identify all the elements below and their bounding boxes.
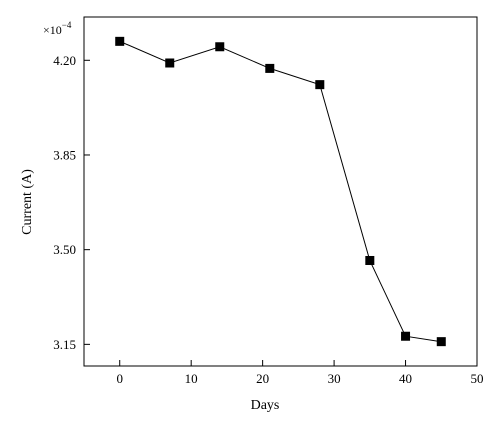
y-tick-label: 3.15: [53, 337, 76, 352]
tick-layer: 0 10 20 30 40 50 3.15 3.50 3.85 4.20: [53, 53, 483, 386]
x-tick-label: 40: [399, 371, 412, 386]
y-tick-label: 3.85: [53, 147, 76, 162]
x-tick-label: 10: [185, 371, 198, 386]
plot-frame: [83, 16, 478, 367]
y-tick-label: 3.50: [53, 242, 76, 257]
y-tick-label: 4.20: [53, 53, 76, 68]
data-point: [436, 337, 446, 347]
x-tick-label: 30: [328, 371, 341, 386]
x-tick-label: 20: [256, 371, 269, 386]
y-axis-multiplier: ×10−4: [43, 20, 72, 37]
data-point: [165, 58, 175, 68]
data-point: [215, 42, 225, 52]
x-axis-label: Days: [251, 398, 280, 413]
data-point: [315, 80, 325, 90]
plot-border: [83, 16, 478, 367]
data-point: [401, 331, 411, 341]
y-axis-multiplier-base: ×10: [43, 23, 62, 37]
x-tick-label: 0: [116, 371, 123, 386]
data-point: [115, 36, 125, 46]
y-axis-label: Current (A): [20, 169, 35, 235]
series-layer: [115, 36, 446, 347]
x-tick-label: 50: [471, 371, 484, 386]
series-line: [119, 40, 442, 343]
y-axis-multiplier-exponent: −4: [62, 20, 72, 30]
data-point: [265, 63, 275, 73]
data-point: [365, 255, 375, 265]
